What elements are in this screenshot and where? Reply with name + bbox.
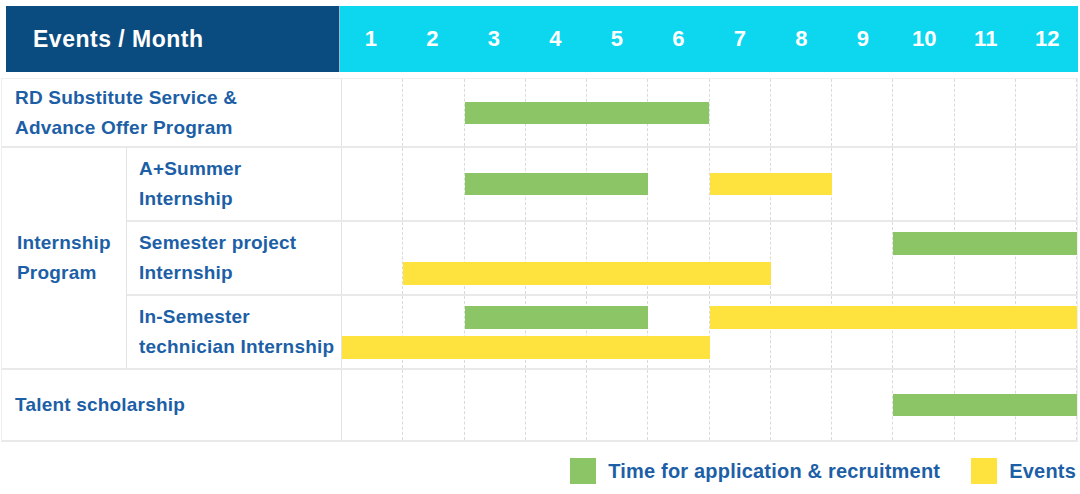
bar-time-for-application-recruitment [893,394,1077,416]
month-grid-cell [893,148,954,220]
month-grid-cell [955,148,1016,220]
month-grid-cell [1016,79,1077,146]
month-grid-cell [710,370,771,440]
month-header-cell: 9 [832,6,894,72]
month-header-cell: 1 [340,6,402,72]
bar-time-for-application-recruitment [465,306,649,329]
event-label-line: In-Semester [139,302,341,332]
event-label-cell: Talent scholarship [2,370,342,440]
legend: Time for application & recruitment Event… [570,458,1076,484]
gantt-track [342,296,1077,368]
event-label-line: Internship [139,258,341,288]
gantt-track [342,79,1077,146]
month-grid-cell [832,79,893,146]
bar-events [710,306,1078,329]
table-row: Talent scholarship [2,370,1077,440]
event-label-line: technician Internship [139,332,341,362]
month-header-cell: 5 [586,6,648,72]
event-label-cell: RD Substitute Service & Advance Offer Pr… [2,79,342,146]
table-row: RD Substitute Service & Advance Offer Pr… [2,79,1077,148]
group-rows: A+Summer Internship Semester project Int… [127,148,1077,368]
bar-events [342,336,710,359]
legend-label: Time for application & recruitment [608,460,940,483]
legend-label: Events [1009,460,1076,483]
month-grid-cell [648,148,709,220]
legend-item-application-recruitment: Time for application & recruitment [570,458,940,484]
month-grid-cell [832,370,893,440]
legend-swatch-yellow [971,458,997,484]
month-header-cell: 10 [894,6,956,72]
month-grid-cell [587,370,648,440]
internship-program-group: Internship Program A+Summer Internship S… [2,148,1077,370]
month-grid-cell [771,222,832,294]
event-label-cell: Semester project Internship [127,222,342,294]
month-grid-cell [1016,148,1077,220]
event-label-line: A+Summer [139,154,341,184]
month-grid-cell [403,148,464,220]
legend-swatch-green [570,458,596,484]
bar-time-for-application-recruitment [465,102,710,124]
table-header: Events / Month 1 2 3 4 5 6 7 8 9 10 11 1… [6,6,1078,72]
event-label-line: RD Substitute Service & [15,83,341,113]
gantt-chart: Events / Month 1 2 3 4 5 6 7 8 9 10 11 1… [0,0,1080,494]
legend-item-events: Events [971,458,1076,484]
month-grid-cell [403,79,464,146]
group-label-line: Internship [17,228,126,258]
event-label-cell: A+Summer Internship [127,148,342,220]
gantt-track [342,370,1077,440]
month-grid-cell [342,222,403,294]
month-header-cell: 11 [955,6,1017,72]
gantt-track [342,222,1077,294]
month-grid-cell [955,79,1016,146]
month-grid-cell [710,79,771,146]
event-label-line: Advance Offer Program [15,113,341,143]
month-header-cell: 7 [709,6,771,72]
month-grid-cell [342,148,403,220]
month-grid-cell [403,370,464,440]
event-label-cell: In-Semester technician Internship [127,296,342,368]
gantt-body: RD Substitute Service & Advance Offer Pr… [1,78,1078,442]
month-header-cell: 2 [402,6,464,72]
bar-events [403,262,771,285]
table-row: A+Summer Internship [127,148,1077,222]
event-label-line: Internship [139,184,341,214]
event-label-line: Semester project [139,228,341,258]
bar-time-for-application-recruitment [465,173,649,195]
event-label-line: Talent scholarship [15,390,341,420]
month-grid-cell [771,370,832,440]
month-header-cell: 3 [463,6,525,72]
table-row: Semester project Internship [127,222,1077,296]
month-header-cell: 12 [1017,6,1079,72]
month-grid-cell [648,370,709,440]
month-grid-cell [465,370,526,440]
month-grid-cell [832,148,893,220]
table-row: In-Semester technician Internship [127,296,1077,368]
bar-time-for-application-recruitment [893,232,1077,255]
month-header-cell: 8 [771,6,833,72]
month-grid-cell [342,370,403,440]
group-label-line: Program [17,258,126,288]
month-grid-cell [832,222,893,294]
month-grid-cell [526,370,587,440]
month-header-row: 1 2 3 4 5 6 7 8 9 10 11 12 [340,6,1078,72]
month-grid-cell [893,79,954,146]
month-grid-cell [771,79,832,146]
gantt-track [342,148,1077,220]
month-header-cell: 6 [648,6,710,72]
bar-events [710,173,833,195]
month-header-cell: 4 [525,6,587,72]
events-month-header-cell: Events / Month [6,6,340,72]
month-grid-cell [342,79,403,146]
group-label-cell: Internship Program [2,148,127,368]
